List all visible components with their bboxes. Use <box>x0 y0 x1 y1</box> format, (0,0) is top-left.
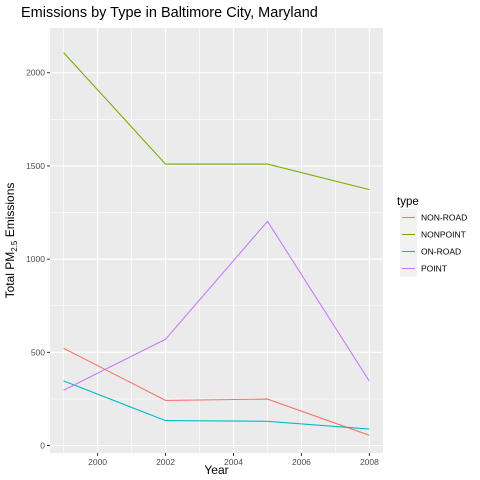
series-line-nonpoint <box>63 52 370 191</box>
y-tick-label: 2000 <box>26 68 45 78</box>
x-axis-label: Year <box>204 463 228 477</box>
chart-title: Emissions by Type in Baltimore City, Mar… <box>21 5 318 21</box>
y-tick-label: 0 <box>40 441 45 451</box>
legend-label-on-road: ON-ROAD <box>421 247 461 257</box>
y-axis-label: Total PM2.5 Emissions <box>3 183 19 299</box>
y-tick-label: 1000 <box>26 254 45 264</box>
x-tick-label: 2002 <box>156 457 175 467</box>
legend-label-point: POINT <box>421 264 447 274</box>
y-axis-label-suffix: Emissions <box>3 183 17 241</box>
y-axis-label-prefix: Total PM <box>3 252 17 299</box>
y-axis: 0 500 1000 1500 2000 <box>26 68 50 451</box>
series-line-non-road <box>63 347 370 436</box>
x-tick-label: 2004 <box>224 457 243 467</box>
y-axis-label-subscript: 2.5 <box>10 240 19 252</box>
legend: type NON-ROAD NONPOINT ON-ROAD POINT <box>397 196 467 277</box>
y-tick-label: 1500 <box>26 161 45 171</box>
x-axis: 2000 2002 2004 2006 2008 <box>88 453 379 467</box>
series-lines <box>63 52 370 436</box>
major-gridlines <box>50 28 383 453</box>
series-line-on-road <box>63 380 370 430</box>
legend-title: type <box>397 196 419 208</box>
minor-gridlines <box>50 28 383 453</box>
series-line-point <box>63 220 370 391</box>
x-tick-label: 2000 <box>88 457 107 467</box>
legend-label-nonpoint: NONPOINT <box>421 230 466 240</box>
x-tick-label: 2008 <box>360 457 379 467</box>
x-tick-label: 2006 <box>292 457 311 467</box>
y-tick-label: 500 <box>31 347 45 357</box>
legend-label-non-road: NON-ROAD <box>421 213 467 223</box>
